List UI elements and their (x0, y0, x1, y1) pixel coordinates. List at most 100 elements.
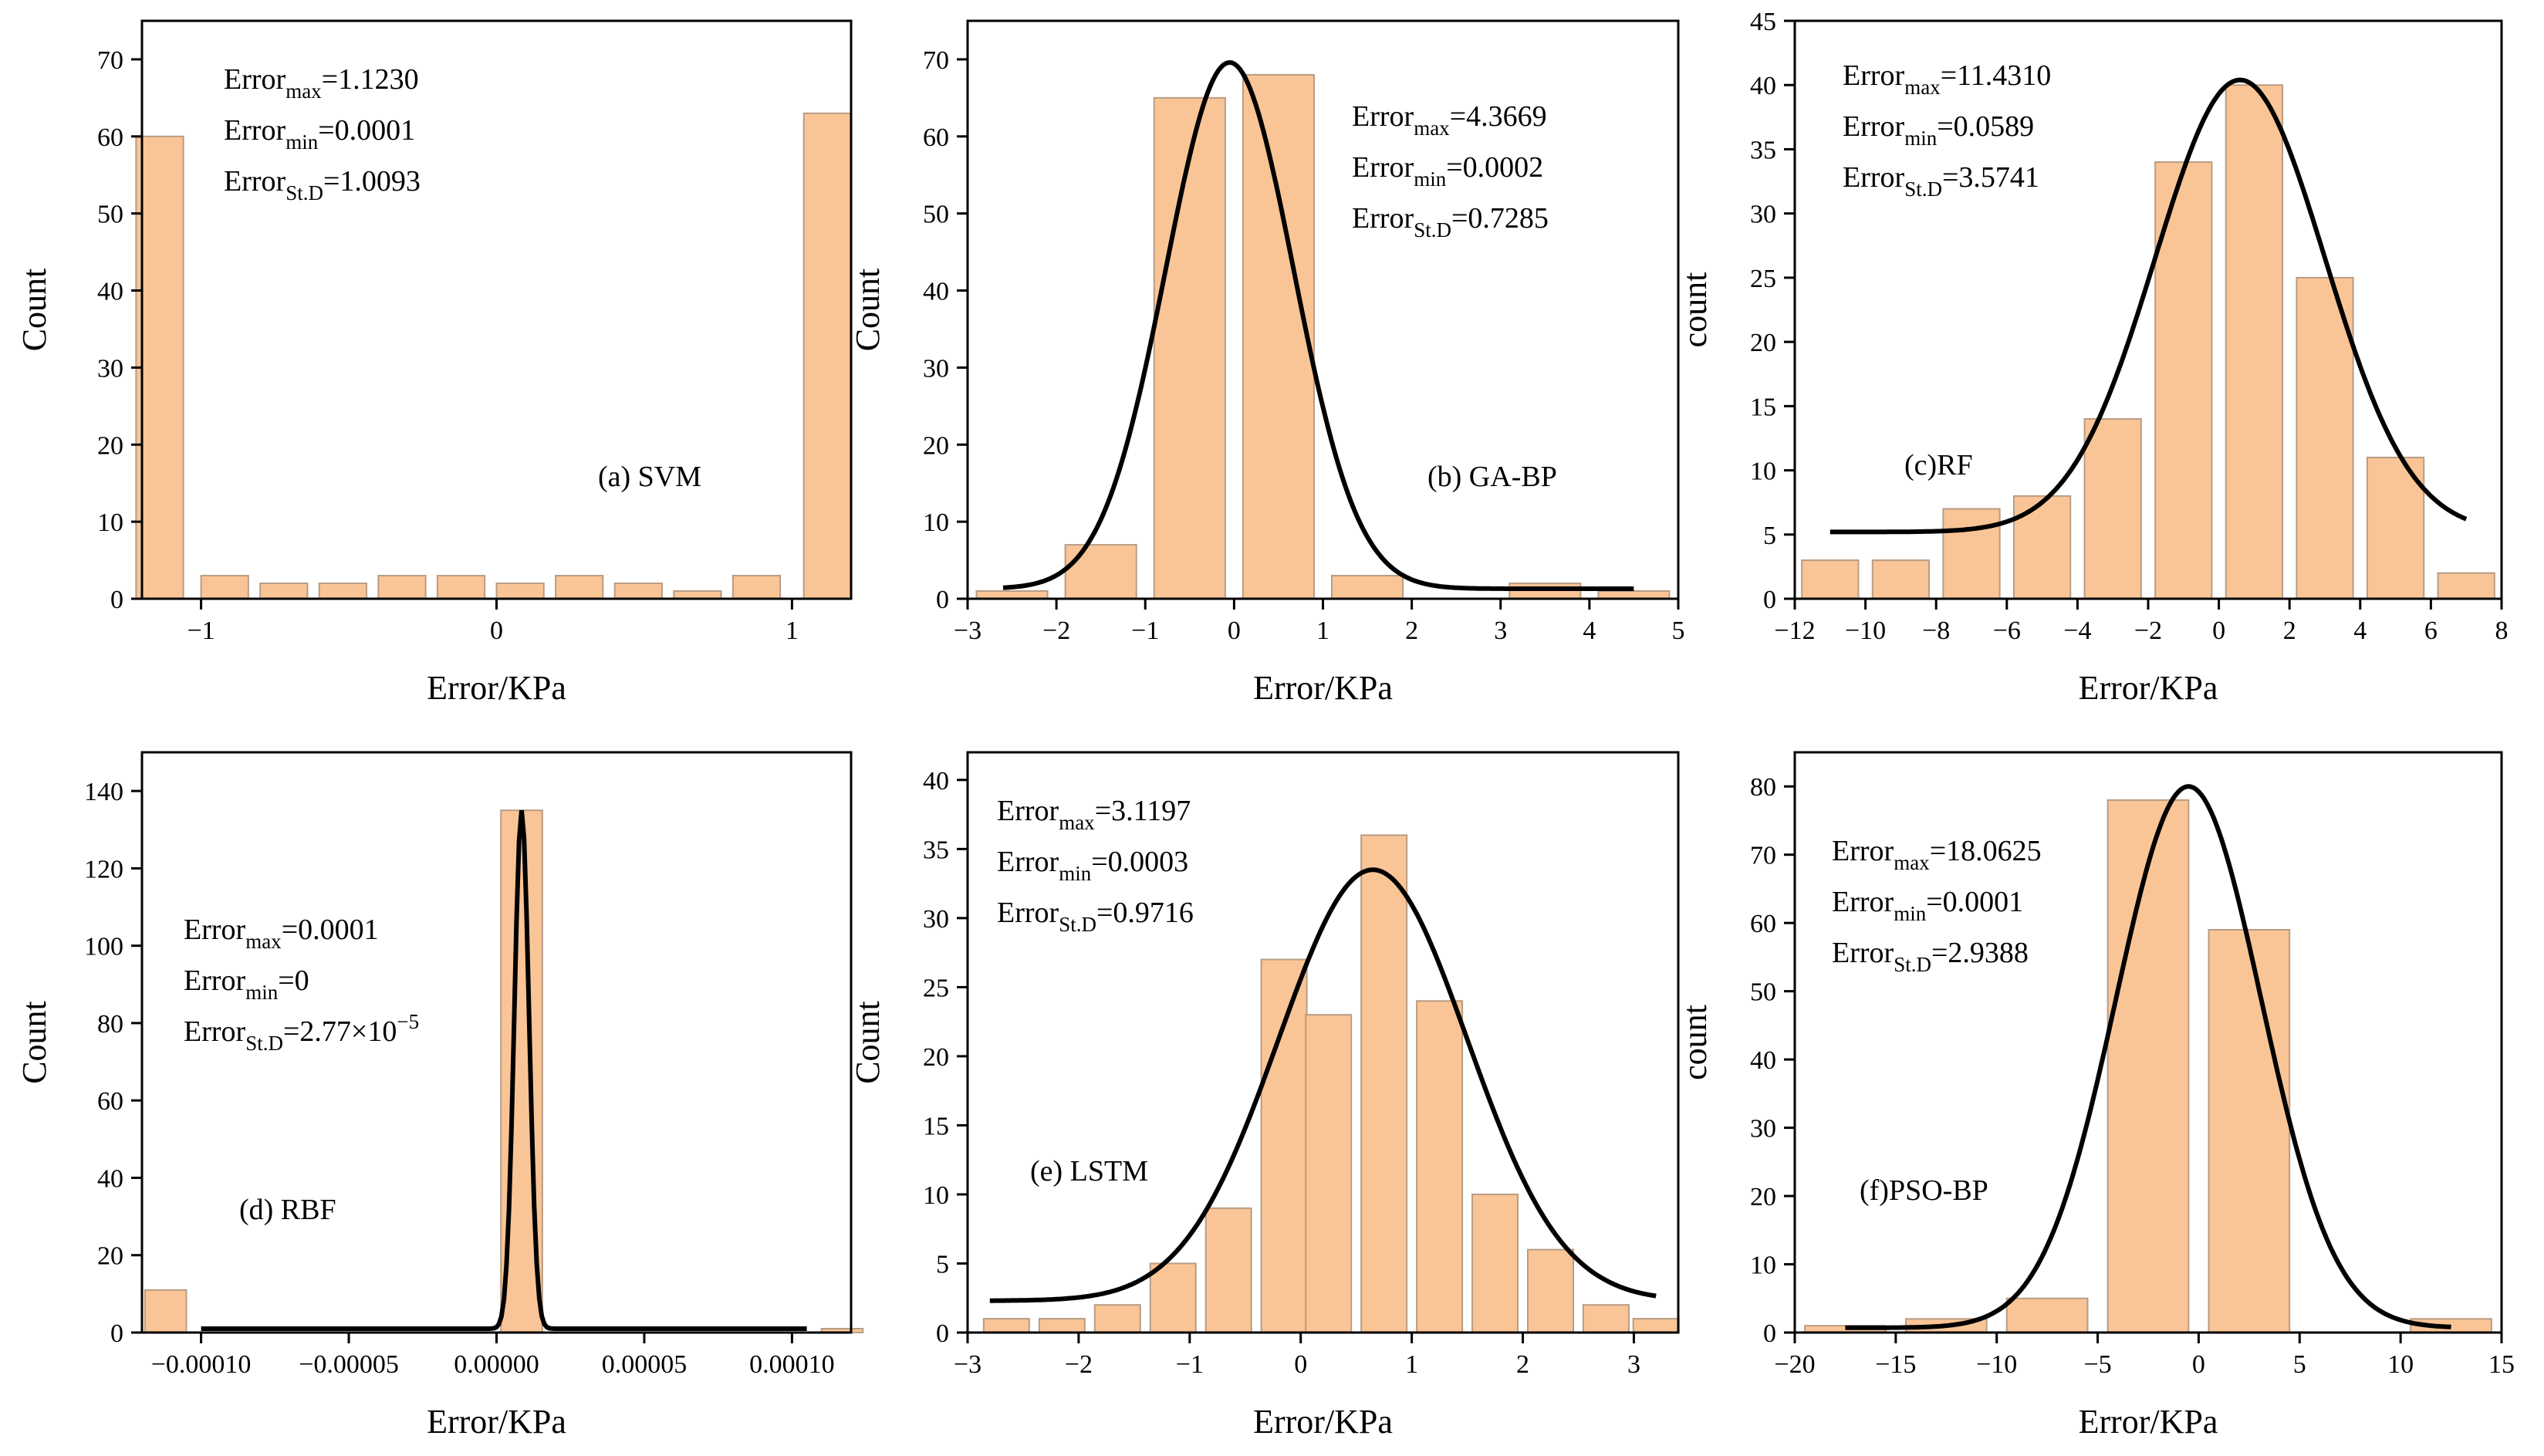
ytick-label-a-7: 70 (97, 46, 123, 75)
stat-f-max: Errormax=18.0625 (1832, 835, 2042, 874)
ytick-label-d-1: 20 (97, 1242, 123, 1271)
panel-label-a: (a) SVM (598, 461, 701, 493)
xtick-label-f-0: −20 (1774, 1350, 1815, 1379)
xtick-label-f-2: −10 (1976, 1350, 2017, 1379)
xtick-label-e-4: 1 (1405, 1350, 1418, 1379)
ytick-label-e-5: 25 (923, 974, 949, 1002)
xtick-label-d-1: −0.00005 (299, 1350, 399, 1379)
bar-a-3 (318, 583, 368, 600)
ytick-label-c-2: 10 (1750, 458, 1776, 486)
bars-d (144, 809, 864, 1334)
fit-curve-e (989, 867, 1657, 1303)
ytick-label-b-0: 0 (936, 586, 949, 614)
xtick-label-b-6: 3 (1494, 617, 1507, 645)
ytick-label-a-0: 0 (110, 586, 123, 614)
bar-a-7 (555, 575, 604, 600)
panel-e: −3 −2 −1 0 1 2 30510152025303540Error/KPaCount… (849, 751, 1680, 1441)
fit-curve-f (1845, 784, 2451, 1330)
xtick-label-f-7: 15 (2488, 1350, 2515, 1379)
xtick-label-c-9: 6 (2424, 617, 2438, 645)
ytick-label-e-1: 5 (936, 1250, 949, 1279)
bar-a-2 (259, 583, 309, 600)
stat-a-min: Errormin=0.0001 (224, 114, 415, 154)
ytick-label-e-2: 10 (923, 1181, 949, 1210)
bar-f-3 (2106, 799, 2190, 1334)
stat-f-std: ErrorSt.D=2.9388 (1832, 937, 2029, 976)
xtick-label-c-4: −4 (2063, 617, 2091, 645)
stat-d-min: Errormin=0 (184, 964, 309, 1004)
ytick-label-f-1: 10 (1750, 1252, 1776, 1280)
stat-e-std: ErrorSt.D=0.9716 (997, 897, 1194, 936)
ytick-label-d-7: 140 (84, 778, 123, 806)
bar-a-6 (495, 583, 545, 600)
xtick-label-b-4: 1 (1316, 617, 1329, 645)
stat-e-min: Errormin=0.0003 (997, 846, 1188, 885)
ytick-label-b-6: 60 (923, 123, 949, 152)
panel-label-c: (c)RF (1904, 449, 1973, 481)
bar-e-5 (1260, 958, 1308, 1333)
ytick-label-d-4: 80 (97, 1010, 123, 1039)
bars-c (1801, 84, 2495, 600)
ytick-label-b-4: 40 (923, 278, 949, 306)
bar-f-4 (2208, 929, 2291, 1333)
xtick-label-e-5: 2 (1516, 1350, 1529, 1379)
xtick-label-c-7: 2 (2283, 617, 2296, 645)
ytick-label-f-7: 70 (1750, 842, 1776, 870)
bar-e-7 (1360, 834, 1408, 1333)
ytick-label-d-3: 60 (97, 1087, 123, 1116)
bar-e-12 (1632, 1318, 1680, 1333)
ytick-label-c-5: 25 (1750, 265, 1776, 293)
xtick-label-b-2: −1 (1131, 617, 1159, 645)
panel-c: −12 −10 −8 −6 −4 −2 0 2 4 6 8 0 5 10 15 20 25 30 35 40 45 Err… (1676, 8, 2509, 707)
ytick-label-a-4: 40 (97, 278, 123, 306)
ytick-label-f-4: 40 (1750, 1046, 1776, 1075)
xtick-label-f-1: −15 (1875, 1350, 1916, 1379)
xtick-label-c-8: 4 (2353, 617, 2367, 645)
ytick-label-c-4: 20 (1750, 329, 1776, 357)
stat-d-max: Errormax=0.0001 (184, 914, 379, 953)
xtick-label-f-5: 5 (2293, 1350, 2306, 1379)
x-axis-title-d: Error/KPa (427, 1403, 566, 1441)
xtick-label-e-0: −3 (954, 1350, 981, 1379)
ytick-label-b-5: 50 (923, 201, 949, 229)
bar-c-9 (2437, 572, 2495, 600)
xtick-label-c-6: 0 (2212, 617, 2225, 645)
xtick-label-c-0: −12 (1774, 617, 1815, 645)
axes-frame-a (140, 19, 853, 600)
x-axis-title-a: Error/KPa (427, 669, 566, 707)
stat-a-max: Errormax=1.1230 (224, 63, 419, 103)
xtick-label-a-2: 1 (785, 617, 799, 645)
panel-label-b: (b) GA-BP (1427, 461, 1557, 493)
x-axis-title-c: Error/KPa (2079, 669, 2218, 707)
axes-frame-b (966, 19, 1680, 600)
panel-label-d: (d) RBF (239, 1194, 336, 1226)
bar-b-1 (1064, 544, 1137, 600)
bar-a-1 (200, 575, 249, 600)
ytick-label-e-4: 20 (923, 1043, 949, 1072)
y-axis-title-a: Count (15, 269, 53, 352)
bar-a-5 (436, 575, 486, 600)
xtick-label-e-3: 0 (1294, 1350, 1307, 1379)
ytick-label-f-8: 80 (1750, 773, 1776, 802)
ytick-label-d-2: 40 (97, 1164, 123, 1193)
bar-c-7 (2296, 276, 2354, 600)
xtick-label-b-5: 2 (1405, 617, 1418, 645)
panel-f: −20 −15 −10 −5 0 5 10 15 0 10 20 30 40 50 60 70 80 Error/… (1676, 751, 2515, 1441)
ytick-label-f-2: 20 (1750, 1183, 1776, 1211)
bar-a-4 (377, 575, 427, 600)
ytick-label-e-0: 0 (936, 1319, 949, 1348)
stat-e-max: Errormax=3.1197 (997, 795, 1191, 834)
y-axis-title-c: count (1676, 272, 1714, 348)
bar-f-2 (2005, 1297, 2089, 1333)
ytick-label-b-3: 30 (923, 354, 949, 383)
stat-c-min: Errormin=0.0589 (1843, 110, 2034, 150)
stat-f-min: Errormin=0.0001 (1832, 886, 2023, 925)
bar-a-11 (802, 112, 852, 600)
ytick-label-d-0: 0 (110, 1319, 123, 1348)
bar-e-9 (1471, 1193, 1519, 1334)
bar-c-3 (2012, 495, 2072, 600)
y-axis-title-d: Count (15, 1001, 53, 1084)
ytick-label-f-6: 60 (1750, 910, 1776, 938)
axes-frame-e (966, 751, 1680, 1334)
